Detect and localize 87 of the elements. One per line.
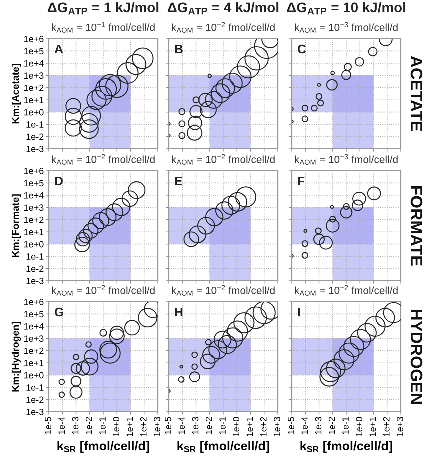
x-tick-label: 1e+3 xyxy=(274,417,280,437)
chart-subtitle: k$_{AOM}$ = 10$^{−2}$ fmol/cell/d xyxy=(52,285,155,296)
x-tick-label: 1e-4 xyxy=(58,417,66,434)
x-tick-label: 1e+0 xyxy=(233,417,240,437)
x-tick-label: 1e-4 xyxy=(178,417,186,434)
x-tick-label: 1e-1 xyxy=(100,417,106,434)
y-tick-label: 1e-1 xyxy=(26,122,44,128)
y-tick-label: 1e+4 xyxy=(24,60,44,67)
y-tick-label: 1e+5 xyxy=(24,48,44,55)
x-tick-label: 1e+2 xyxy=(383,417,390,437)
y-tick-label: 1e+5 xyxy=(24,311,44,318)
x-tick-label: 1e+1 xyxy=(246,417,254,437)
x-tick-label: 1e-3 xyxy=(72,417,79,434)
y-tick-label: 1e-3 xyxy=(26,278,44,284)
y-tick-label: 1e+0 xyxy=(24,241,44,248)
chart-subtitle: k$_{AOM}$ = 10$^{−1}$ fmol/cell/d xyxy=(52,22,155,33)
chart-subtitle: k$_{AOM}$ = 10$^{−2}$ fmol/cell/d xyxy=(172,22,275,33)
y-tick-label: 1e+2 xyxy=(24,84,44,92)
chart-subtitle: k$_{AOM}$ = 10$^{−2}$ fmol/cell/d xyxy=(52,154,155,165)
y-tick-label: 1e+2 xyxy=(24,348,44,354)
y-tick-label: 1e-3 xyxy=(26,146,44,152)
x-axis-title: k$_{SR}$ [fmol/cell/d] xyxy=(58,441,150,454)
chart-subtitle: k$_{AOM}$ = 10$^{−2}$ fmol/cell/d xyxy=(172,154,275,165)
x-tick-label: 1e-3 xyxy=(192,417,199,434)
y-tick-label: 1e+1 xyxy=(24,360,44,366)
text: ACETATE xyxy=(410,56,423,132)
x-tick-label: 1e-2 xyxy=(328,417,336,434)
x-tick-label: 1e-5 xyxy=(288,417,294,434)
y-tick-label: 1e+6 xyxy=(24,36,44,42)
y-tick-label: 1e+6 xyxy=(24,168,44,174)
annotation: E xyxy=(175,176,182,186)
x-tick-label: 1e-2 xyxy=(206,417,212,434)
y-tick-label: 1e-1 xyxy=(26,384,44,391)
y-tick-label: 1e+0 xyxy=(24,109,44,116)
chart-subtitle: k$_{AOM}$ = 10$^{−3}$ fmol/cell/d xyxy=(295,154,398,165)
y-tick-label: 1e+1 xyxy=(24,229,44,236)
chart-title: ΔG$_{ATP}$ = 1 kJ/mol xyxy=(48,2,159,15)
text: HYDROGEN xyxy=(410,310,423,404)
y-tick-label: 1e-1 xyxy=(26,254,44,260)
annotation: F xyxy=(298,176,305,186)
y-tick-label: 1e+3 xyxy=(24,336,44,342)
x-tick-label: 1e-4 xyxy=(302,417,308,434)
x-axis-title: k$_{SR}$ [fmol/cell/d] xyxy=(300,441,392,454)
x-tick-label: 1e-2 xyxy=(86,417,92,434)
annotation: D xyxy=(55,176,63,186)
y-tick-label: 1e+4 xyxy=(24,324,44,330)
y-axis-title: Km:[Acetate] xyxy=(12,64,22,124)
y-tick-label: 1e-2 xyxy=(26,396,44,404)
x-axis-title: k$_{SR}$ [fmol/cell/d] xyxy=(178,441,270,454)
annotation: B xyxy=(175,44,183,54)
x-tick-label: 1e+1 xyxy=(126,417,134,437)
x-tick-label: 1e-5 xyxy=(45,417,52,434)
y-axis-title: Km:[Hydrogen] xyxy=(12,322,22,392)
chart-subtitle: k$_{AOM}$ = 10$^{−3}$ fmol/cell/d xyxy=(295,22,398,33)
annotation: A xyxy=(54,44,64,54)
y-tick-label: 1e-3 xyxy=(26,408,44,416)
x-tick-label: 1e-5 xyxy=(165,417,172,434)
annotation: C xyxy=(298,44,306,54)
x-tick-label: 1e+3 xyxy=(154,417,160,437)
y-axis-title: Km:[Formate] xyxy=(12,194,22,258)
chart-title: ΔG$_{ATP}$ = 10 kJ/mol xyxy=(287,2,406,15)
x-tick-label: 1e+3 xyxy=(397,417,404,437)
x-tick-label: 1e-3 xyxy=(315,417,322,434)
x-tick-label: 1e-1 xyxy=(342,417,349,434)
y-tick-label: 1e+2 xyxy=(24,216,44,224)
x-tick-label: 1e+2 xyxy=(140,417,147,437)
chart-title: ΔG$_{ATP}$ = 4 kJ/mol xyxy=(168,2,279,15)
chart-subtitle: k$_{AOM}$ = 10$^{−2}$ fmol/cell/d xyxy=(295,285,398,296)
y-tick-label: 1e+3 xyxy=(24,204,44,212)
y-tick-label: 1e+5 xyxy=(24,180,44,187)
annotation: I xyxy=(298,308,300,317)
x-tick-label: 1e-1 xyxy=(220,417,226,434)
y-tick-label: 1e+3 xyxy=(24,72,44,80)
x-tick-label: 1e+0 xyxy=(113,417,120,437)
annotation: H xyxy=(175,308,183,317)
text: FORMATE xyxy=(410,186,423,266)
annotation: G xyxy=(54,308,64,317)
y-tick-label: 1e-2 xyxy=(26,134,44,140)
y-tick-label: 1e+6 xyxy=(24,298,44,306)
chart-subtitle: k$_{AOM}$ = 10$^{−2}$ fmol/cell/d xyxy=(172,285,275,296)
x-tick-label: 1e+1 xyxy=(370,417,376,437)
y-tick-label: 1e+4 xyxy=(24,192,44,199)
y-tick-label: 1e+0 xyxy=(24,372,44,379)
y-tick-label: 1e-2 xyxy=(26,266,44,272)
x-tick-label: 1e+0 xyxy=(356,417,363,437)
y-tick-label: 1e+1 xyxy=(24,97,44,104)
x-tick-label: 1e+2 xyxy=(260,417,267,437)
